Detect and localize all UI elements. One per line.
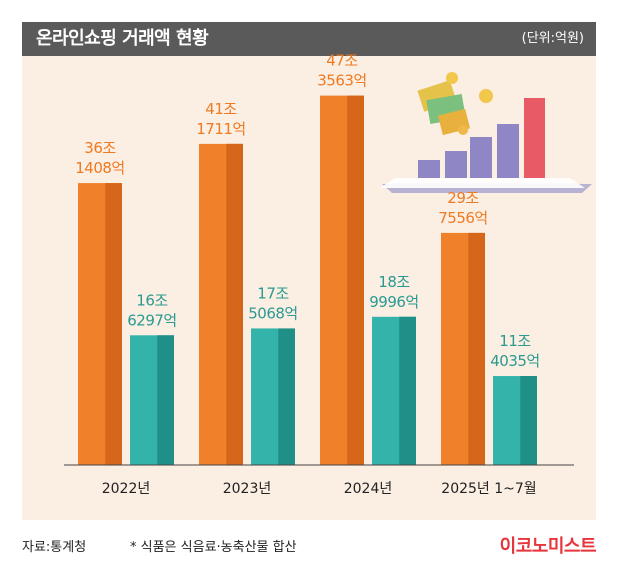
bar-shade-series1-1: [278, 328, 295, 465]
publisher-logo: 이코노미스트: [499, 536, 597, 557]
footnote-text: * 식품은 식음료·농축산물 합산: [130, 540, 297, 555]
bar-shade-series0-2: [347, 95, 364, 466]
unit-label: (단위:억원): [521, 31, 584, 46]
data-label-series1-0-0: 16조: [136, 291, 168, 309]
bar-shade-series1-2: [399, 316, 416, 465]
source-text: 자료:통계청: [22, 540, 87, 555]
data-label-series0-3-0: 29조: [447, 189, 479, 207]
data-label-series1-1-0: 17조: [257, 284, 289, 302]
data-label-series0-0-1: 1408억: [75, 159, 124, 177]
x-tick-label-2: 2024년: [344, 481, 393, 497]
bar-shade-series1-3: [520, 376, 537, 465]
bar-shade-series0-1: [226, 143, 243, 465]
data-label-series1-3-1: 4035억: [490, 352, 539, 370]
x-tick-label-3: 2025년 1~7월: [441, 481, 536, 497]
data-label-series1-1-1: 5068억: [248, 304, 297, 322]
shopping-illustration-icon: [380, 72, 592, 193]
title-bar: 온라인쇼핑 거래액 현황 (단위:억원): [22, 22, 596, 56]
bar-shade-series0-3: [468, 232, 485, 465]
data-label-series0-2-0: 47조: [326, 52, 358, 70]
x-tick-label-1: 2023년: [223, 481, 272, 497]
data-label-series0-0-0: 36조: [84, 139, 116, 157]
data-label-series0-1-0: 41조: [205, 100, 237, 118]
data-label-series1-0-1: 6297억: [127, 311, 176, 329]
data-label-series1-2-1: 9996억: [369, 293, 418, 311]
data-label-series0-1-1: 1711억: [196, 120, 245, 138]
bar-shade-series1-0: [157, 335, 174, 465]
footer: 자료:통계청 * 식품은 식음료·농축산물 합산 이코노미스트: [22, 524, 597, 564]
data-label-series0-2-1: 3563억: [317, 72, 366, 90]
bar-shade-series0-0: [105, 183, 122, 466]
chart-title: 온라인쇼핑 거래액 현황: [36, 28, 209, 49]
x-tick-label-0: 2022년: [102, 481, 151, 497]
data-label-series1-2-0: 18조: [378, 273, 410, 291]
data-label-series0-3-1: 7556억: [438, 209, 487, 227]
data-label-series1-3-0: 11조: [499, 332, 531, 350]
